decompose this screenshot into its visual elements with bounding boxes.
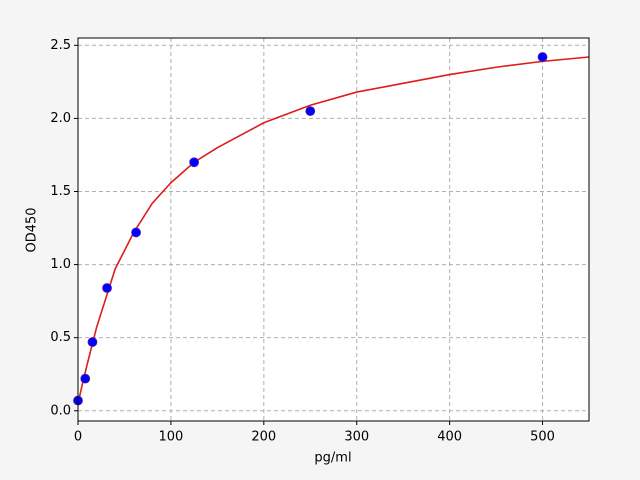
- x-tick-label: 100: [158, 430, 183, 445]
- data-point: [131, 227, 141, 238]
- y-tick-label: 1.5: [50, 184, 71, 199]
- y-axis-label: OD450: [25, 207, 40, 252]
- y-tick-label: 0.0: [50, 403, 71, 418]
- data-point: [87, 337, 98, 347]
- x-tick-label: 200: [251, 430, 276, 445]
- x-axis-label: pg/ml: [314, 451, 351, 466]
- x-tick-label: 500: [530, 430, 555, 445]
- x-tick-label: 300: [344, 430, 369, 445]
- data-point: [189, 157, 200, 168]
- data-point: [80, 373, 91, 384]
- y-tick-label: 0.5: [50, 330, 71, 345]
- y-tick-label: 2.0: [50, 111, 71, 126]
- data-point: [102, 283, 112, 293]
- fit-curve: [77, 56, 590, 404]
- y-tick-label: 1.0: [50, 257, 71, 272]
- plot-background: [78, 38, 589, 421]
- x-tick-label: 400: [437, 430, 462, 445]
- plot-frame: [77, 37, 590, 422]
- y-tick-label: 2.5: [50, 38, 71, 53]
- data-point: [305, 106, 316, 116]
- data-point: [537, 52, 548, 62]
- x-tick-label: 0: [74, 430, 82, 445]
